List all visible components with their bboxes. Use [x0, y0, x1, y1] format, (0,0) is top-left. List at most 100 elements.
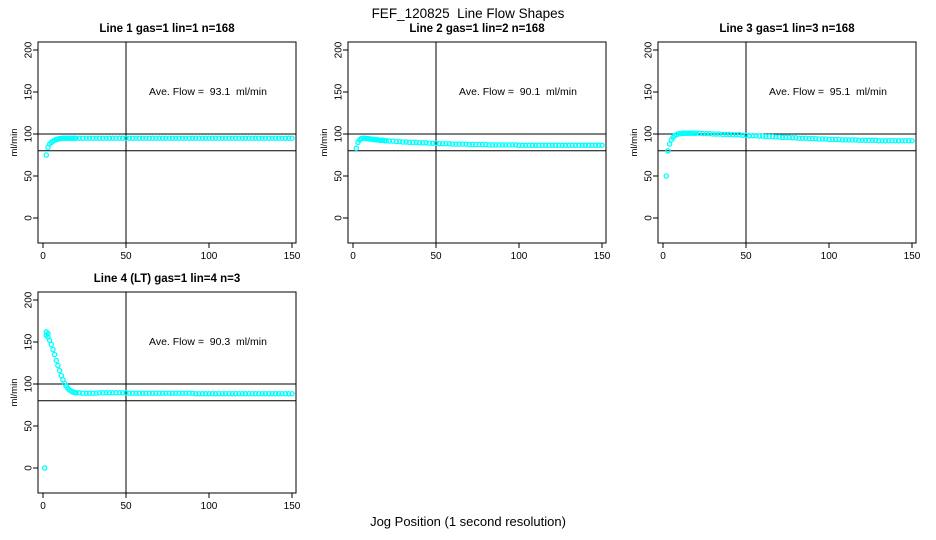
data-point: [905, 137, 912, 144]
data-point: [149, 390, 156, 396]
data-point: [116, 135, 123, 141]
data-point: [446, 140, 453, 147]
data-point: [353, 145, 360, 152]
x-tick-label: 50: [430, 251, 442, 262]
data-point: [595, 142, 602, 149]
data-point: [169, 390, 176, 396]
data-point: [189, 135, 196, 141]
data-point: [269, 135, 275, 141]
data-point: [146, 135, 152, 141]
data-point: [246, 135, 252, 141]
data-point: [473, 141, 479, 148]
x-tick-label: 50: [740, 251, 752, 262]
data-point: [589, 142, 595, 149]
data-point: [289, 390, 295, 397]
data-point: [803, 135, 809, 141]
panel-3-plot: 0 50 100 150 200 0 50 100 150 ml/min: [629, 41, 921, 262]
data-point: [449, 141, 456, 147]
data-point: [829, 136, 836, 143]
data-point: [733, 132, 739, 138]
data-point: [119, 135, 126, 141]
data-point: [51, 351, 58, 358]
data-point: [419, 140, 426, 146]
data-point: [212, 135, 219, 141]
data-point: [693, 130, 699, 136]
data-point: [723, 131, 729, 138]
data-point: [196, 135, 202, 141]
data-point: [103, 390, 109, 396]
data-point: [272, 135, 279, 141]
data-point: [219, 390, 226, 397]
data-point: [183, 390, 189, 396]
data-point: [716, 131, 723, 137]
panel-1-avg-flow-annotation: Ave. Flow = 93.1 ml/min: [149, 86, 267, 98]
data-point: [483, 141, 489, 148]
data-point: [856, 137, 862, 144]
data-point: [706, 130, 713, 137]
data-point: [796, 135, 802, 141]
data-point: [542, 142, 549, 149]
data-point: [736, 132, 743, 138]
data-point: [73, 390, 79, 396]
data-point: [499, 142, 506, 148]
y-tick-label: 150: [644, 83, 655, 100]
data-point: [139, 390, 146, 396]
data-point: [133, 135, 139, 141]
data-point: [93, 135, 99, 141]
x-tick-label: 150: [284, 501, 301, 512]
data-point: [522, 142, 529, 149]
panel-3-avg-flow-annotation: Ave. Flow = 95.1 ml/min: [769, 86, 887, 98]
data-point: [169, 135, 176, 141]
data-point: [436, 140, 443, 147]
data-point: [192, 135, 199, 141]
plot-box: [37, 291, 297, 494]
x-tick-label: 100: [821, 251, 838, 262]
data-point: [45, 330, 51, 337]
data-point: [720, 131, 726, 138]
data-point: [509, 142, 516, 148]
data-point: [536, 142, 542, 149]
data-point: [229, 135, 235, 141]
panel-3-title: Line 3 gas=1 lin=3 n=168: [719, 23, 855, 35]
data-point: [179, 135, 186, 141]
data-point: [173, 390, 179, 396]
data-point: [106, 135, 113, 141]
data-point: [559, 142, 565, 149]
data-point: [239, 390, 245, 397]
data-point: [386, 138, 393, 144]
data-point: [242, 135, 249, 141]
data-point: [439, 140, 446, 147]
data-point: [159, 135, 166, 141]
data-point: [433, 140, 439, 146]
data-point: [100, 390, 106, 396]
data-point: [516, 142, 522, 149]
data-point: [665, 148, 671, 154]
data-point: [769, 133, 776, 140]
x-tick-label: 150: [594, 251, 611, 262]
data-point: [76, 390, 83, 396]
data-point: [186, 390, 192, 396]
data-point: [463, 141, 469, 147]
data-point: [279, 390, 285, 397]
y-axis-unit-label: ml/min: [9, 129, 20, 157]
data-point: [279, 135, 285, 141]
scatter-points: [43, 135, 295, 158]
data-point: [592, 142, 599, 149]
data-point: [192, 390, 199, 397]
data-point: [282, 390, 289, 397]
data-point: [106, 390, 113, 396]
data-point: [453, 141, 459, 147]
data-point: [126, 135, 133, 141]
data-point: [159, 390, 166, 396]
data-point: [836, 136, 842, 143]
data-point: [572, 142, 579, 149]
data-point: [206, 390, 212, 397]
data-point: [50, 346, 56, 353]
data-point: [153, 390, 159, 396]
data-point: [502, 142, 509, 148]
data-point: [822, 136, 829, 142]
panel-4-avg-flow-annotation: Ave. Flow = 90.3 ml/min: [149, 336, 267, 348]
panel-2-plot: 0 50 100 150 200 0 50 100 150 ml/min: [319, 41, 611, 262]
data-point: [766, 133, 772, 140]
data-point: [116, 390, 123, 396]
